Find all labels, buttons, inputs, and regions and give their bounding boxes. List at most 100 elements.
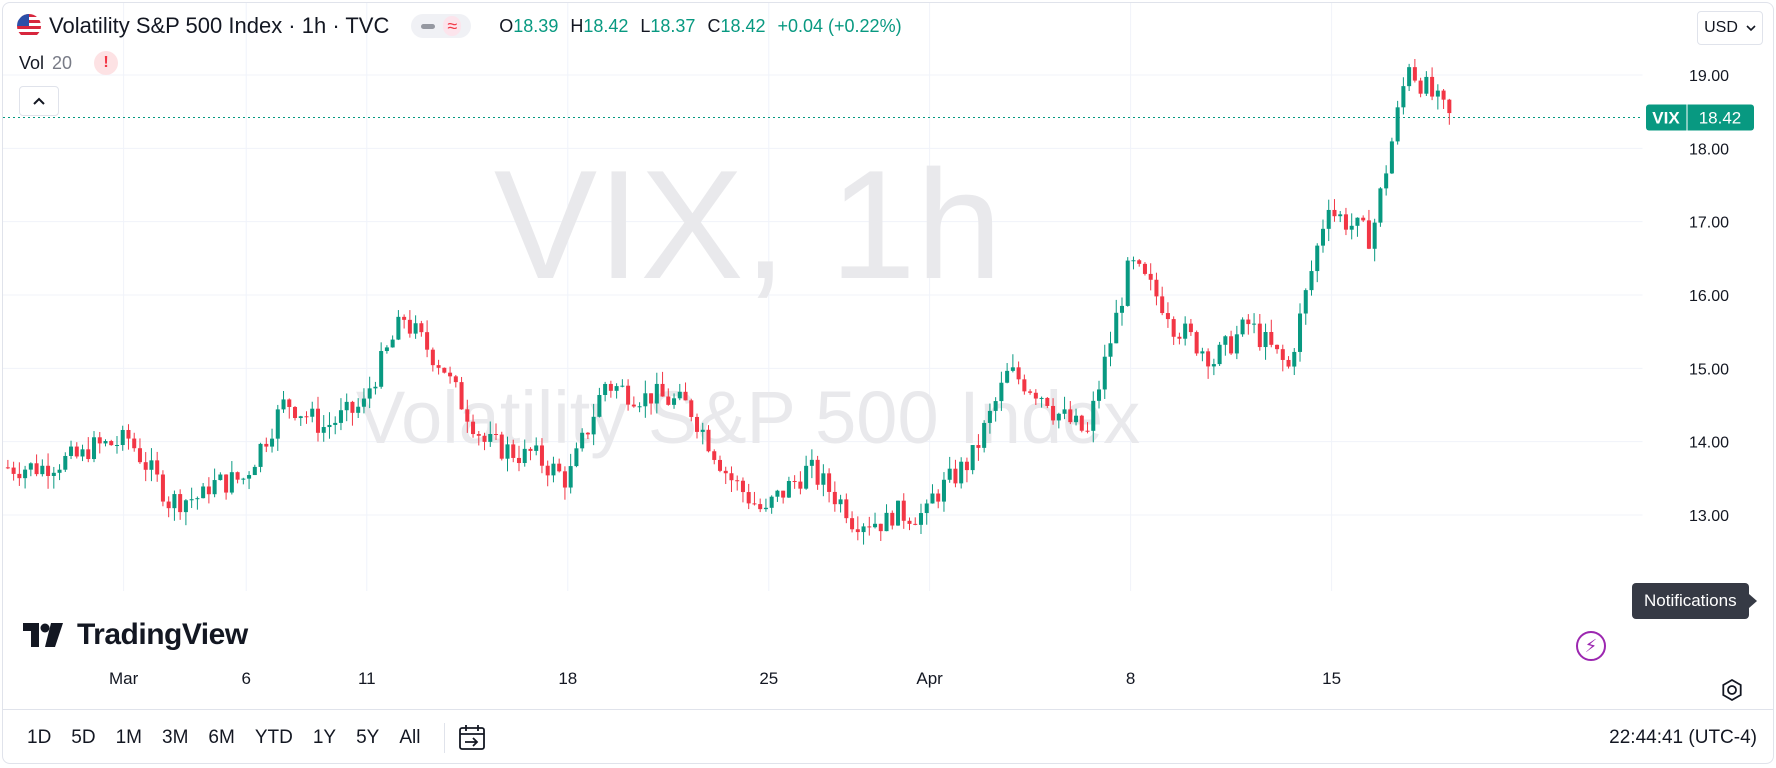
- gear-icon[interactable]: [1719, 677, 1745, 703]
- candle-body: [120, 429, 125, 446]
- candle-body: [591, 416, 596, 435]
- candle-body: [206, 486, 211, 495]
- candle-body: [545, 465, 550, 476]
- candle-body: [798, 481, 803, 489]
- candle-body: [631, 404, 636, 407]
- collapse-legend-button[interactable]: [19, 86, 59, 116]
- candle-body: [1125, 260, 1130, 306]
- candle-body: [1102, 356, 1107, 390]
- candle-body: [1137, 260, 1142, 264]
- candle-body: [568, 466, 573, 488]
- calendar-range-icon[interactable]: [457, 723, 487, 753]
- candle-body: [1119, 305, 1124, 313]
- candle-body: [1395, 107, 1400, 142]
- price-tick-label: 17.00: [1689, 215, 1729, 232]
- range-button-5d[interactable]: 5D: [71, 726, 96, 748]
- currency-selector[interactable]: USD: [1697, 11, 1763, 45]
- candle-body: [1056, 413, 1061, 421]
- candle-body: [758, 504, 763, 510]
- candle-body: [465, 409, 470, 422]
- candle-body: [1315, 245, 1320, 272]
- candle-body: [637, 406, 642, 408]
- candle-body: [1447, 99, 1452, 114]
- range-button-1d[interactable]: 1D: [27, 726, 52, 748]
- candle-body: [930, 493, 935, 504]
- candle-body: [379, 351, 384, 387]
- tradingview-logo[interactable]: TradingView: [23, 618, 248, 652]
- candle-body: [936, 493, 941, 502]
- candle-body: [574, 448, 579, 467]
- candle-body: [51, 472, 56, 476]
- candle-body: [1028, 391, 1033, 393]
- range-button-3m[interactable]: 3M: [162, 726, 189, 748]
- candle-body: [1171, 319, 1176, 337]
- time-tick-label: 18: [558, 669, 577, 688]
- range-button-all[interactable]: All: [399, 726, 421, 748]
- candle-body: [723, 470, 728, 474]
- range-button-1y[interactable]: 1Y: [312, 726, 337, 748]
- candle-body: [1033, 392, 1038, 399]
- series-legend: Volatility S&P 500 Index · 1h · TVC ≈ O1…: [17, 13, 902, 39]
- candle-body: [132, 438, 137, 449]
- range-button-5y[interactable]: 5Y: [356, 726, 380, 748]
- timezone-clock[interactable]: 22:44:41 (UTC-4): [1609, 726, 1757, 748]
- candle-body: [476, 434, 481, 436]
- range-button-1m[interactable]: 1M: [115, 726, 142, 748]
- candle-body: [677, 391, 682, 399]
- candle-body: [907, 520, 912, 524]
- candle-body: [614, 386, 619, 391]
- candle-body: [746, 492, 751, 504]
- candle-body: [1148, 273, 1153, 280]
- candle-body: [97, 437, 102, 444]
- price-tick-label: 18.00: [1689, 141, 1729, 158]
- candle-body: [896, 500, 901, 526]
- symbol-title[interactable]: Volatility S&P 500 Index · 1h · TVC: [49, 13, 390, 38]
- volume-legend[interactable]: Vol 20 !: [19, 51, 119, 75]
- price-chart[interactable]: VIX, 1h Volatility S&P 500 Index 19.00 18…: [3, 3, 1774, 709]
- warning-icon[interactable]: !: [94, 51, 119, 75]
- candle-body: [1430, 76, 1435, 97]
- us-flag-icon: [17, 14, 41, 38]
- candle-body: [528, 448, 533, 451]
- candle-body: [516, 457, 521, 464]
- indicator-toggle-pill[interactable]: ≈: [411, 14, 472, 38]
- candle-body: [1010, 367, 1015, 371]
- candle-body: [1252, 323, 1257, 325]
- minus-icon: [421, 23, 436, 29]
- candle-body: [229, 472, 234, 493]
- candle-body: [1435, 90, 1440, 97]
- range-button-ytd[interactable]: YTD: [254, 726, 293, 748]
- ohlc-change: +0.04 (+0.22%): [777, 15, 902, 36]
- candle-body: [11, 467, 16, 474]
- volume-label: Vol: [19, 52, 45, 73]
- candle-body: [287, 399, 292, 407]
- candle-body: [838, 499, 843, 505]
- candle-body: [539, 445, 544, 466]
- candle-body: [781, 490, 786, 498]
- candle-body: [1309, 271, 1314, 291]
- candle-body: [844, 499, 849, 519]
- candle-body: [453, 376, 458, 383]
- candle-body: [74, 446, 79, 457]
- candle-body: [1045, 397, 1050, 406]
- candle-body: [1441, 90, 1446, 100]
- bottom-toolbar: 1D 5D 1M 3M 6M YTD 1Y 5Y All 22:44:41 (UTC-4): [3, 709, 1773, 763]
- candle-body: [1194, 332, 1199, 354]
- candle-body: [149, 460, 154, 470]
- candle-body: [247, 475, 252, 479]
- grid-lines: [3, 3, 1643, 591]
- candle-body: [86, 449, 91, 460]
- range-button-6m[interactable]: 6M: [208, 726, 235, 748]
- lightning-icon[interactable]: ⚡: [1576, 631, 1606, 661]
- candle-body: [706, 429, 711, 452]
- candle-body: [861, 526, 866, 533]
- candle-body: [695, 416, 700, 432]
- candle-body: [827, 473, 832, 492]
- candle-body: [821, 473, 826, 485]
- candle-body: [40, 465, 45, 475]
- candle-body: [63, 455, 68, 470]
- candle-body: [333, 422, 338, 425]
- price-axis: 19.00 18.00 17.00 16.00 15.00 14.00 13.00: [1689, 68, 1729, 525]
- candle-body: [689, 400, 694, 417]
- candle-body: [987, 410, 992, 423]
